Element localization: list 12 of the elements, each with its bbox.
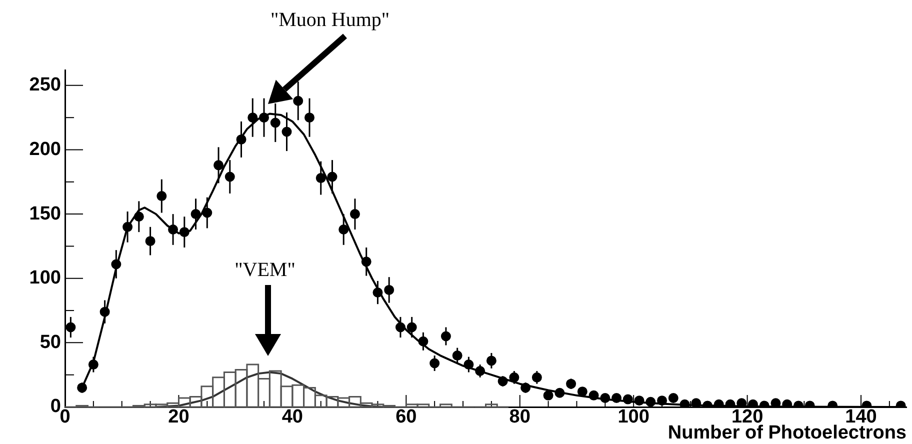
x-tick-label: 40 (282, 406, 304, 428)
y-tick-label: 200 (29, 138, 61, 160)
x-tick-label: 100 (618, 406, 650, 428)
x-tick-label: 20 (168, 406, 190, 428)
y-tick-label: 100 (29, 268, 61, 289)
y-tick-label: 150 (29, 203, 61, 224)
y-tick-label: 50 (40, 332, 61, 353)
annotation: "VEM" (234, 259, 296, 281)
text: "Muon Hump" (270, 9, 390, 31)
y-tick-label: 250 (29, 74, 61, 96)
x-tick-label: 60 (396, 406, 417, 428)
x-tick-label: 80 (509, 406, 530, 428)
